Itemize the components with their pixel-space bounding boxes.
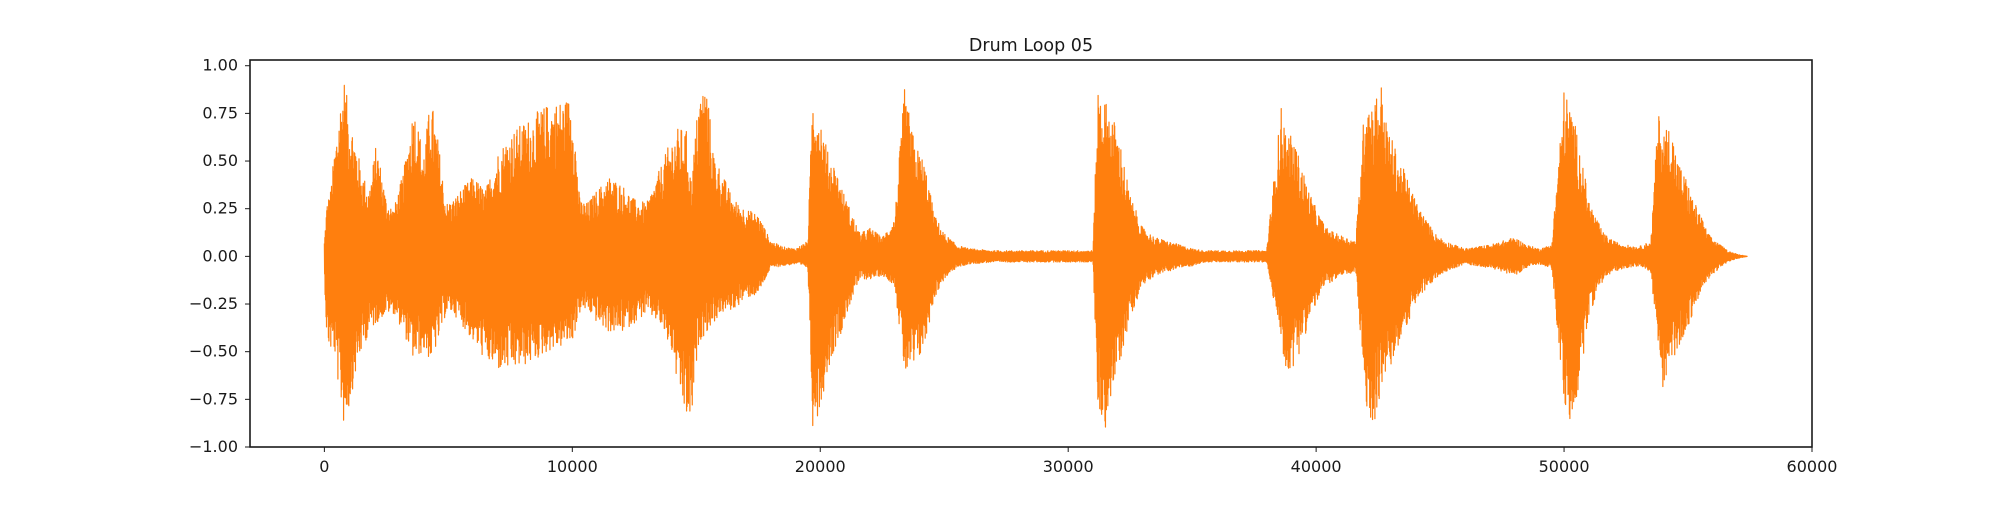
y-tick-label: 0.00: [202, 246, 238, 265]
x-tick-label: 30000: [1043, 457, 1094, 476]
chart-title: Drum Loop 05: [969, 36, 1093, 56]
x-tick-label: 20000: [795, 457, 846, 476]
y-tick-label: −1.00: [189, 437, 238, 456]
x-tick-label: 60000: [1787, 457, 1838, 476]
y-tick-label: −0.50: [189, 342, 238, 361]
y-tick-label: 0.75: [202, 103, 238, 122]
y-tick-label: 1.00: [202, 56, 238, 75]
y-axis: 1.00 0.75 0.50 0.25 0.00 −0.25 −0.50 −0.75 −1.00: [189, 56, 250, 456]
waveform-line: [323, 84, 1748, 428]
y-tick-label: −0.75: [189, 389, 238, 408]
x-tick-label: 10000: [547, 457, 598, 476]
x-axis: 0 10000 20000 30000 40000 50000 60000: [319, 447, 1837, 476]
x-tick-label: 40000: [1291, 457, 1342, 476]
y-tick-label: −0.25: [189, 294, 238, 313]
x-tick-label: 0: [319, 457, 329, 476]
x-tick-label: 50000: [1539, 457, 1590, 476]
axes-frame: [249, 59, 1813, 448]
plot-area: [323, 84, 1748, 428]
y-tick-label: 0.50: [202, 151, 238, 170]
y-tick-label: 0.25: [202, 199, 238, 218]
